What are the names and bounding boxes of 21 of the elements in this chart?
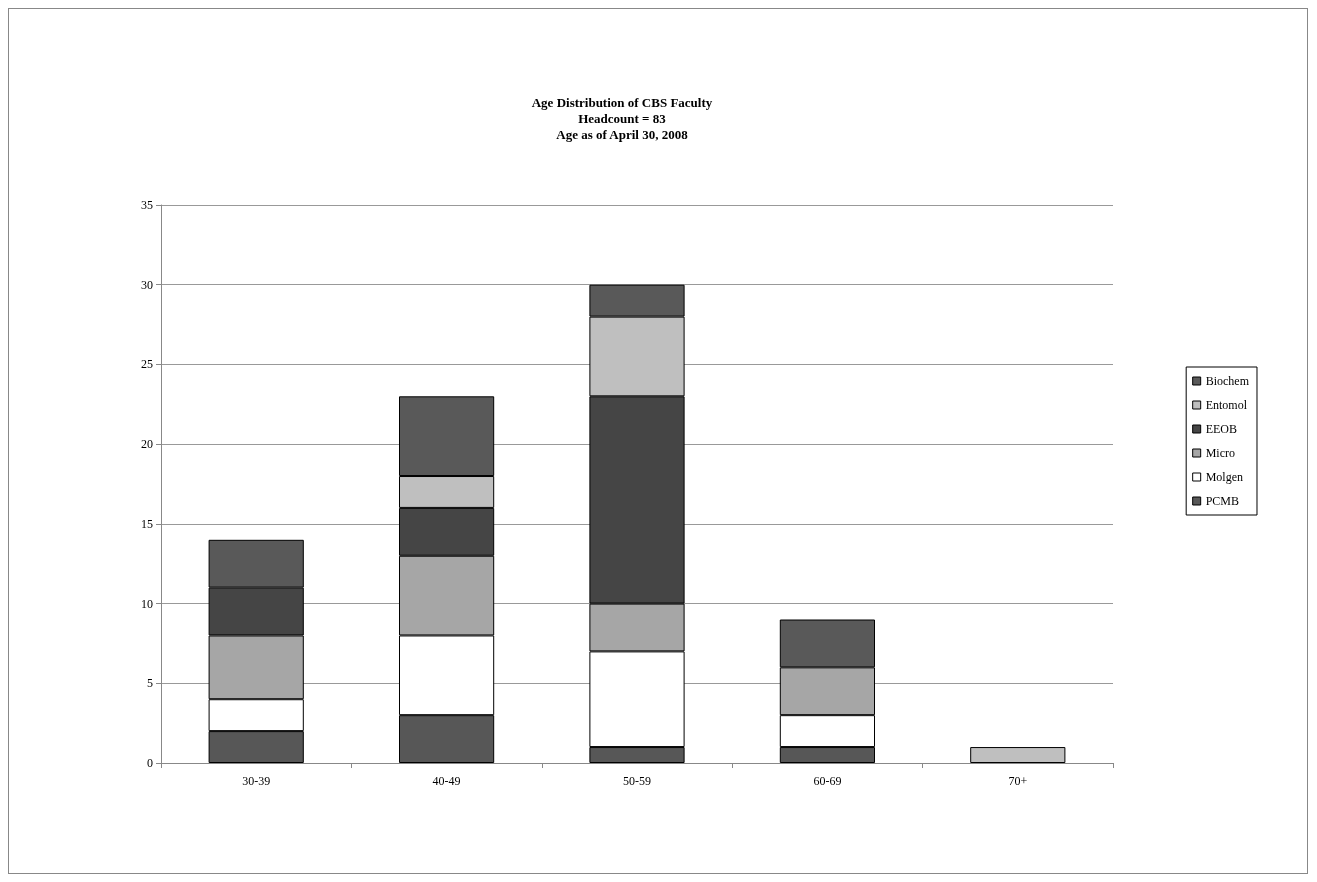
y-tick-label: 35 xyxy=(141,198,153,212)
legend-label: EEOB xyxy=(1205,422,1238,436)
x-tick-label: 70+ xyxy=(1008,774,1028,788)
y-tick-label: 5 xyxy=(147,676,153,691)
legend-label: Biochem xyxy=(1205,374,1250,388)
y-tick-label: 25 xyxy=(141,357,153,372)
x-tick-label: 30-39 xyxy=(242,774,271,788)
y-tick-label: 30 xyxy=(141,277,153,292)
y-tick-label: 15 xyxy=(141,516,153,531)
legend-label: Micro xyxy=(1205,446,1235,460)
y-tick-label: 10 xyxy=(141,596,153,611)
legend-label: Entomol xyxy=(1205,398,1248,412)
x-tick-label: 60-69 xyxy=(813,774,842,788)
y-tick-label: 0 xyxy=(147,756,153,770)
x-tick-label: 40-49 xyxy=(432,774,461,788)
bar xyxy=(970,747,1066,763)
legend-label: PCMB xyxy=(1205,494,1240,508)
legend-label: Molgen xyxy=(1205,470,1244,484)
chart-title: Age Distribution of CBS Faculty Headcount = 83 Age as of April 30, 2008 xyxy=(531,94,713,142)
y-tick-label: 20 xyxy=(141,437,153,452)
x-tick-label: 50-59 xyxy=(623,774,651,788)
